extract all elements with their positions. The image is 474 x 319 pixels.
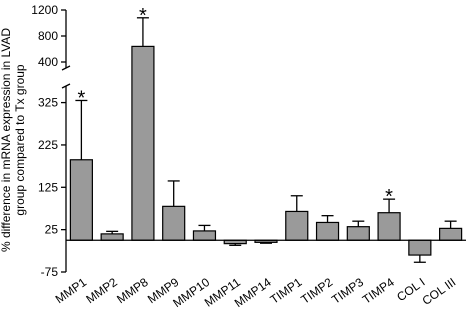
x-tick-label: COL III xyxy=(420,275,459,308)
y-tick-label: 25 xyxy=(45,223,59,237)
bar xyxy=(162,205,186,241)
x-tick-label: MMP1 xyxy=(53,275,90,307)
bar xyxy=(377,212,401,241)
annotation: * xyxy=(385,186,393,208)
annotation: * xyxy=(77,87,85,109)
bar xyxy=(131,45,155,241)
bar xyxy=(285,210,309,241)
axis-break xyxy=(61,83,71,89)
x-tick-label: MMP2 xyxy=(83,275,120,307)
y-tick-label: -75 xyxy=(41,265,59,279)
x-tick-label: TIMP2 xyxy=(298,275,335,307)
annotation: * xyxy=(139,5,147,27)
y-tick-label: 325 xyxy=(38,96,58,110)
y-tick-label: 125 xyxy=(38,180,58,194)
bar xyxy=(408,239,432,256)
x-tick-label: TIMP4 xyxy=(360,275,397,307)
bar xyxy=(192,230,217,241)
y-tick-label: 400 xyxy=(38,55,58,69)
y-tick-label: 800 xyxy=(38,29,58,43)
bar xyxy=(69,159,93,241)
bar xyxy=(100,233,124,241)
bar xyxy=(346,226,370,241)
y-tick-label: 225 xyxy=(38,138,58,152)
x-tick-label: TIMP1 xyxy=(268,275,305,307)
bar xyxy=(439,227,463,241)
y-label: % difference in mRNA expression in LVAD xyxy=(0,28,13,252)
x-tick-label: TIMP3 xyxy=(329,275,366,307)
bar xyxy=(315,221,340,241)
y-label: group compared to Tx group xyxy=(13,64,27,216)
y-tick-label: 1200 xyxy=(31,3,58,17)
axis-break xyxy=(61,65,71,71)
x-tick-label: MMP8 xyxy=(114,275,151,307)
